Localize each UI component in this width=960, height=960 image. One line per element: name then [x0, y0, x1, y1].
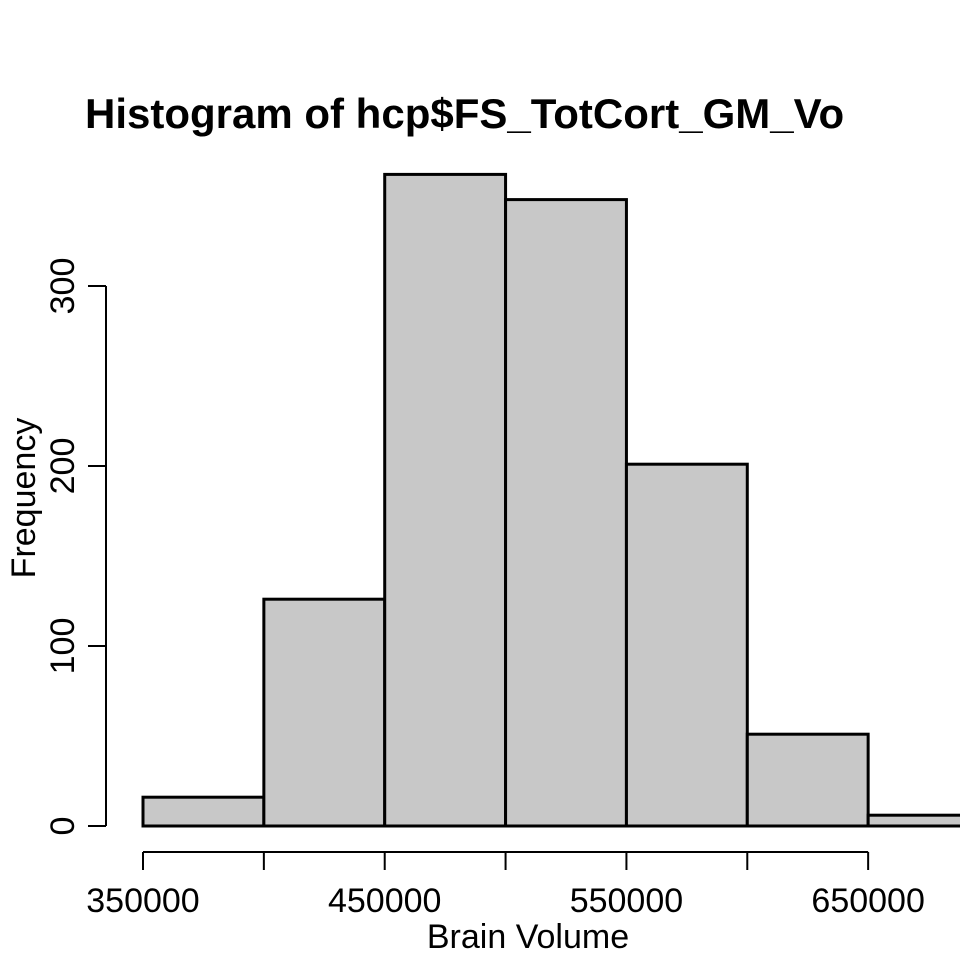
x-axis: 350000 450000 550000 650000 — [86, 851, 925, 920]
histogram-bar — [504, 198, 628, 828]
histogram-bar — [624, 462, 749, 828]
x-tick-label: 350000 — [86, 882, 199, 920]
x-tick-label: 450000 — [328, 882, 441, 920]
y-axis: 0 100 200 300 — [44, 258, 107, 836]
histogram-bar — [745, 732, 870, 828]
x-axis-label: Brain Volume — [427, 918, 629, 956]
x-tick-label: 550000 — [570, 882, 683, 920]
bars-group — [141, 172, 960, 828]
y-tick-label: 300 — [44, 258, 82, 315]
y-axis-label: Frequency — [5, 418, 43, 579]
x-tick-label: 650000 — [811, 882, 924, 920]
histogram-bar — [262, 597, 387, 828]
histogram-bar — [141, 795, 266, 828]
histogram-bar — [383, 172, 508, 828]
chart-title: Histogram of hcp$FS_TotCort_GM_Vo — [85, 90, 844, 137]
histogram-bar — [866, 813, 960, 828]
y-tick-label: 100 — [44, 618, 82, 675]
y-tick-label: 0 — [44, 817, 82, 836]
y-tick-label: 200 — [44, 438, 82, 495]
